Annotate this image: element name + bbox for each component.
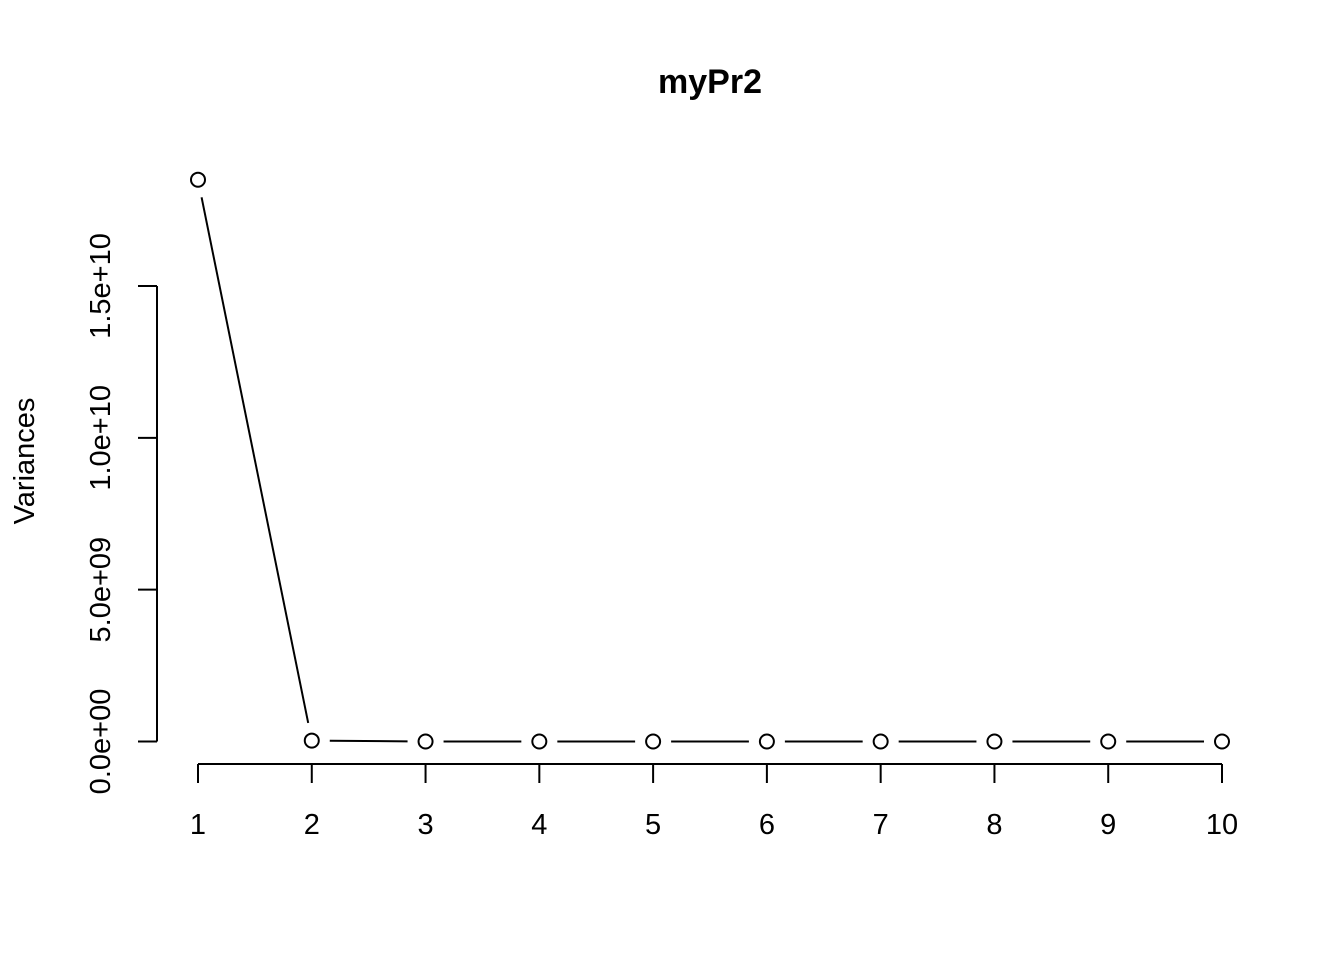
data-point	[986, 733, 1003, 750]
chart-title: myPr2	[658, 63, 762, 101]
data-point	[303, 732, 320, 749]
x-tick-label: 8	[986, 809, 1002, 841]
x-tick-label: 3	[417, 809, 433, 841]
data-point	[190, 171, 206, 188]
y-tick-label: 0.0e+00	[85, 689, 117, 795]
data-point	[531, 733, 548, 750]
y-tick-label: 1.5e+10	[85, 233, 117, 339]
data-point	[758, 733, 775, 750]
x-tick-label: 1	[190, 809, 206, 841]
x-tick-label: 9	[1100, 809, 1116, 841]
series-line-segment	[200, 197, 310, 724]
data-point	[1214, 733, 1230, 750]
x-tick-label: 2	[304, 809, 320, 841]
x-tick-label: 6	[759, 809, 775, 841]
data-point	[645, 733, 662, 750]
y-axis-label: Variances	[9, 398, 41, 525]
x-tick-label: 5	[645, 809, 661, 841]
y-tick-label: 5.0e+09	[85, 537, 117, 643]
data-point	[1100, 733, 1117, 750]
data-point	[872, 733, 889, 750]
series-line-segment	[329, 739, 408, 743]
plot-layer	[190, 171, 1230, 750]
x-tick-label: 4	[531, 809, 547, 841]
data-point	[417, 733, 434, 750]
y-axis: 0.0e+00 5.0e+09 1.0e+10 1.5e+10	[85, 233, 158, 795]
x-axis: 1 2 3 4 5 6 7 8 9 10	[190, 763, 1238, 841]
y-tick-label: 1.0e+10	[85, 385, 117, 491]
x-tick-label: 7	[873, 809, 889, 841]
x-tick-label: 10	[1206, 809, 1238, 841]
